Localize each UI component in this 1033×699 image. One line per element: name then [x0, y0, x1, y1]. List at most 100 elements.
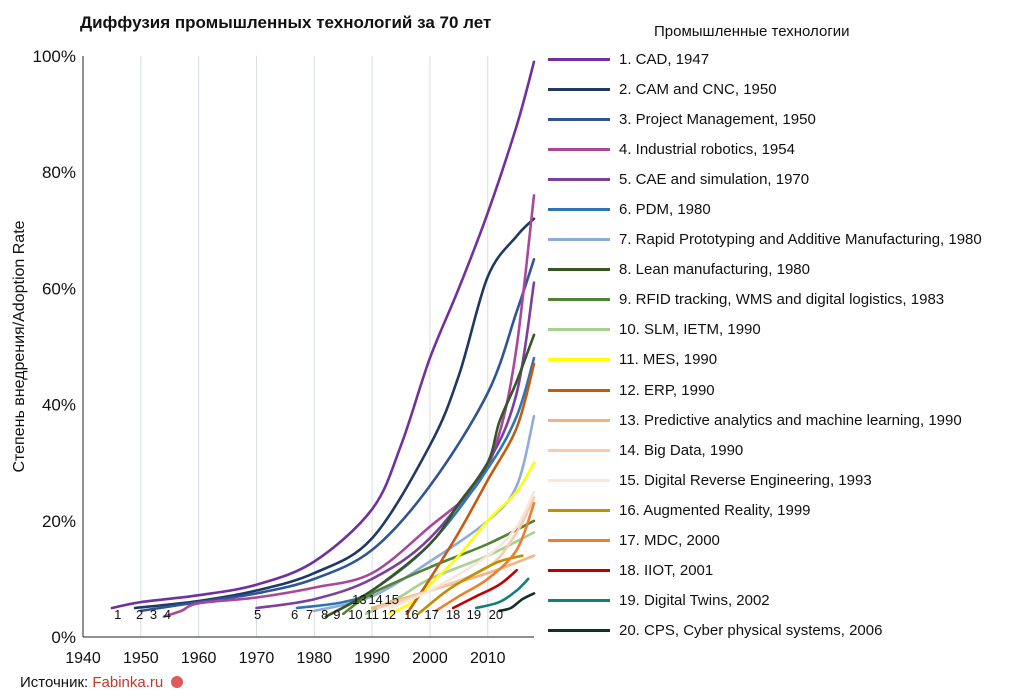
- fabinka-logo-icon: [171, 676, 184, 688]
- legend-swatch: [548, 328, 610, 332]
- series-start-label: 11: [365, 607, 379, 622]
- series-line-3: [139, 258, 536, 613]
- legend-swatch: [548, 569, 610, 573]
- series-line-1: [110, 60, 536, 610]
- y-tick-label: 40%: [42, 396, 76, 415]
- legend-label: 5. CAE and simulation, 1970: [619, 170, 810, 188]
- legend-swatch: [548, 358, 610, 362]
- legend-item: 4. Industrial robotics, 1954: [548, 134, 1033, 164]
- chart-title: Диффузия промышленных технологий за 70 л…: [80, 13, 492, 32]
- legend-label: 3. Project Management, 1950: [619, 110, 816, 128]
- legend-item: 6. PDM, 1980: [548, 194, 1033, 224]
- y-tick-label: 0%: [51, 628, 76, 647]
- series-line-18: [451, 568, 518, 610]
- legend-item: 2. CAM and CNC, 1950: [548, 74, 1033, 104]
- x-tick-label: 2010: [470, 650, 506, 667]
- x-tick-label: 1980: [296, 650, 332, 667]
- series-line-17: [434, 502, 536, 613]
- legend-item: 11. MES, 1990: [548, 345, 1033, 375]
- series-start-label: 8: [321, 607, 328, 622]
- x-tick-label: 1970: [239, 650, 275, 667]
- y-tick-label: 20%: [42, 512, 76, 531]
- legend-item: 5. CAE and simulation, 1970: [548, 164, 1033, 194]
- legend-swatch: [548, 539, 610, 543]
- legend-swatch: [548, 478, 610, 482]
- legend-label: 10. SLM, IETM, 1990: [619, 321, 761, 339]
- series-line-15: [388, 490, 536, 610]
- legend-swatch: [548, 268, 610, 272]
- series-start-label: 15: [385, 592, 399, 607]
- legend-title: Промышленные технологии: [654, 23, 850, 40]
- legend-label: 20. CPS, Cyber physical systems, 2006: [619, 622, 883, 640]
- legend-item: 16. Augmented Reality, 1999: [548, 495, 1033, 525]
- series-start-label: 10: [348, 607, 362, 622]
- legend-swatch: [548, 629, 610, 633]
- legend-label: 6. PDM, 1980: [619, 201, 711, 219]
- legend-item: 10. SLM, IETM, 1990: [548, 315, 1033, 345]
- series-start-label: 5: [254, 607, 261, 622]
- series-start-label: 19: [467, 607, 481, 622]
- legend-swatch: [548, 418, 610, 422]
- legend-swatch: [548, 298, 610, 302]
- legend-items: 1. CAD, 1947 2. CAM and CNC, 1950 3. Proje…: [548, 44, 1033, 646]
- legend-swatch: [548, 388, 610, 392]
- legend-item: 18. IIOT, 2001: [548, 556, 1033, 586]
- legend-label: 18. IIOT, 2001: [619, 562, 714, 580]
- x-tick-label: 1940: [65, 650, 101, 667]
- series-start-label: 7: [306, 607, 313, 622]
- legend-swatch: [548, 208, 610, 212]
- legend-item: 19. Digital Twins, 2002: [548, 586, 1033, 616]
- legend-item: 14. Big Data, 1990: [548, 435, 1033, 465]
- legend-item: 12. ERP, 1990: [548, 375, 1033, 405]
- series-line-2: [133, 217, 536, 610]
- series-start-label: 14: [368, 592, 382, 607]
- legend: Промышленные технологии 1. CAD, 1947 2. C…: [548, 20, 1033, 646]
- y-tick-label: 100%: [33, 47, 76, 66]
- legend-item: 7. Rapid Prototyping and Additive Manufa…: [548, 225, 1033, 255]
- legend-item: 17. MDC, 2000: [548, 526, 1033, 556]
- x-tick-label: 1960: [181, 650, 217, 667]
- series-line-20: [498, 592, 536, 613]
- legend-label: 13. Predictive analytics and machine lea…: [619, 411, 962, 429]
- legend-label: 11. MES, 1990: [619, 351, 718, 369]
- series-line-12: [405, 362, 536, 616]
- series-line-4: [162, 194, 536, 618]
- series-start-label: 2: [136, 607, 143, 622]
- series-start-label: 1: [114, 607, 121, 622]
- series-line-9: [341, 519, 536, 616]
- legend-label: 14. Big Data, 1990: [619, 441, 744, 459]
- legend-label: 16. Augmented Reality, 1999: [619, 501, 811, 519]
- series-start-label: 9: [333, 607, 340, 622]
- series-line-16: [417, 554, 524, 616]
- legend-label: 2. CAM and CNC, 1950: [619, 80, 777, 98]
- legend-label: 17. MDC, 2000: [619, 532, 720, 550]
- legend-item: 20. CPS, Cyber physical systems, 2006: [548, 616, 1033, 646]
- series-line-19: [474, 577, 530, 610]
- legend-swatch: [548, 177, 610, 181]
- legend-label: 9. RFID tracking, WMS and digital logist…: [619, 291, 945, 309]
- y-tick-label: 80%: [42, 163, 76, 182]
- series-line-7: [313, 414, 536, 613]
- legend-item: 9. RFID tracking, WMS and digital logist…: [548, 285, 1033, 315]
- legend-label: 7. Rapid Prototyping and Additive Manufa…: [619, 231, 982, 249]
- x-tick-label: 2000: [412, 650, 448, 667]
- legend-swatch: [548, 117, 610, 121]
- series-start-label: 13: [352, 592, 366, 607]
- source-link[interactable]: Fabinka.ru: [92, 674, 164, 691]
- series-start-label: 3: [150, 607, 157, 622]
- series-start-label: 18: [446, 607, 460, 622]
- legend-label: 19. Digital Twins, 2002: [619, 592, 770, 610]
- series-start-label: 17: [424, 607, 438, 622]
- y-axis-title: Степень внедрения/Adoption Rate: [11, 220, 28, 472]
- series-line-11: [388, 461, 536, 616]
- series-start-label: 6: [291, 607, 298, 622]
- x-tick-label: 1950: [123, 650, 159, 667]
- legend-swatch: [548, 57, 610, 61]
- series-line-8: [324, 333, 536, 618]
- legend-item: 8. Lean manufacturing, 1980: [548, 255, 1033, 285]
- legend-item: 1. CAD, 1947: [548, 44, 1033, 74]
- x-tick-label: 1990: [354, 650, 390, 667]
- legend-swatch: [548, 147, 610, 151]
